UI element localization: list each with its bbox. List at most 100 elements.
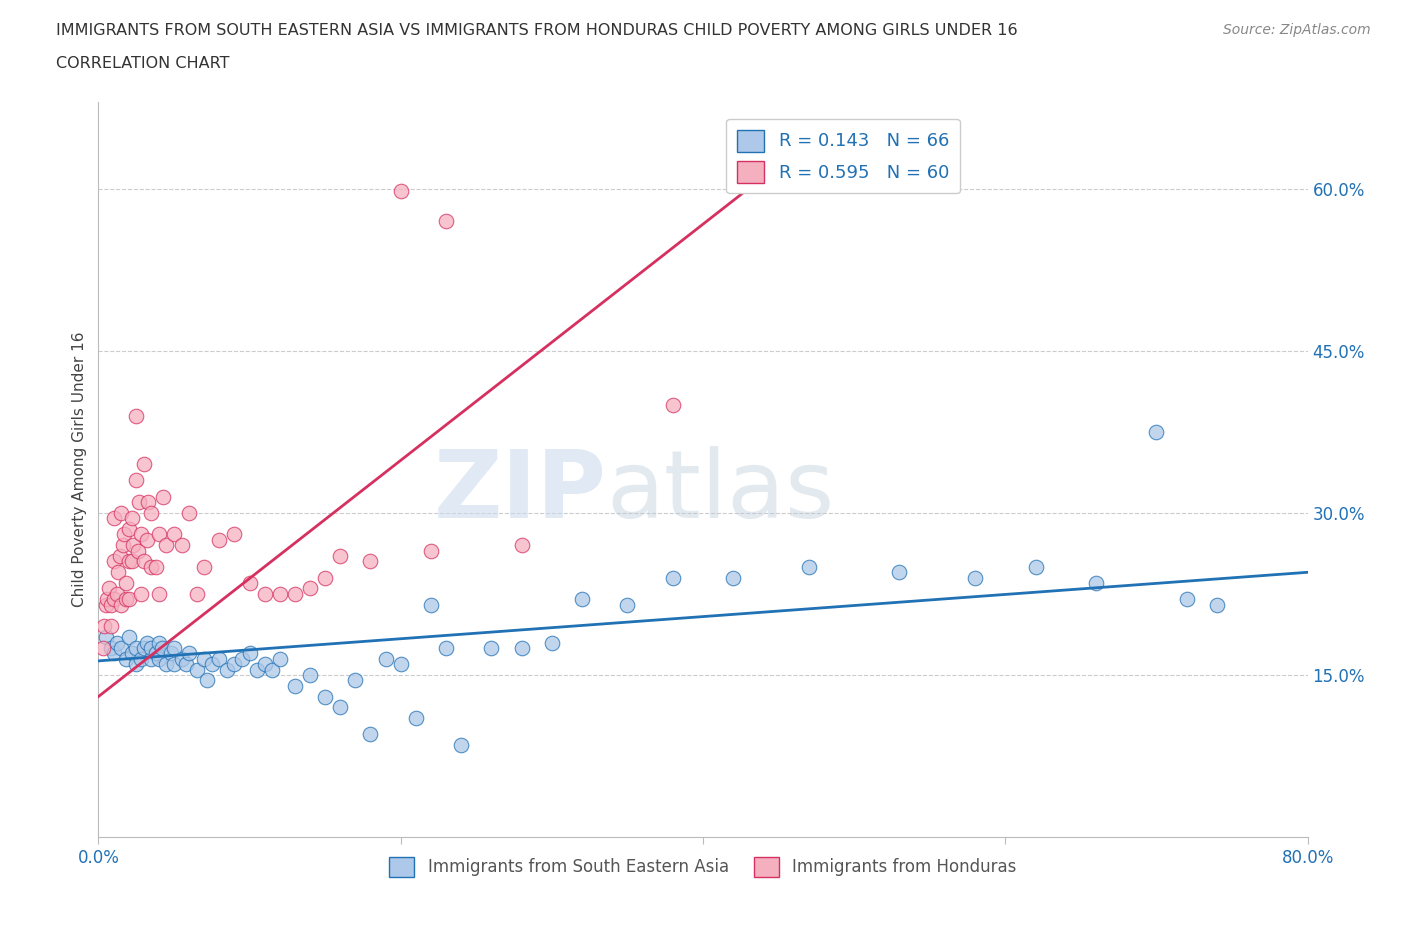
Point: [100, 641, 122, 656]
Point: [170, 538, 193, 552]
Point: [540, 635, 562, 650]
Point: [571, 591, 593, 606]
Point: [360, 727, 382, 742]
Point: [253, 587, 276, 602]
Point: [224, 657, 246, 671]
Point: [163, 657, 186, 671]
Point: [389, 183, 412, 198]
Point: [208, 533, 231, 548]
Point: [797, 560, 820, 575]
Point: [179, 646, 201, 661]
Point: [193, 560, 215, 575]
Point: [360, 554, 382, 569]
Point: [405, 711, 427, 725]
Point: [132, 641, 155, 656]
Point: [136, 495, 159, 510]
Point: [155, 538, 177, 552]
Point: [107, 565, 129, 579]
Point: [246, 662, 269, 677]
Point: [94, 630, 117, 644]
Point: [314, 689, 336, 704]
Point: [299, 581, 322, 596]
Point: [152, 489, 174, 504]
Point: [128, 495, 150, 510]
Point: [195, 673, 218, 688]
Point: [262, 662, 284, 677]
Point: [269, 651, 291, 666]
Point: [434, 214, 457, 229]
Point: [186, 587, 208, 602]
Point: [965, 570, 987, 585]
Point: [284, 678, 307, 693]
Point: [129, 527, 152, 542]
Point: [127, 543, 149, 558]
Point: [481, 641, 503, 656]
Legend: Immigrants from South Eastern Asia, Immigrants from Honduras: Immigrants from South Eastern Asia, Immi…: [382, 850, 1024, 883]
Point: [148, 527, 170, 542]
Point: [344, 673, 367, 688]
Point: [94, 597, 117, 612]
Point: [114, 591, 136, 606]
Point: [118, 522, 141, 537]
Point: [1085, 576, 1108, 591]
Point: [121, 646, 143, 661]
Point: [145, 560, 167, 575]
Point: [420, 597, 443, 612]
Point: [299, 668, 322, 683]
Y-axis label: Child Poverty Among Girls Under 16: Child Poverty Among Girls Under 16: [72, 332, 87, 607]
Point: [208, 651, 231, 666]
Point: [118, 591, 141, 606]
Point: [129, 651, 152, 666]
Point: [91, 641, 114, 656]
Point: [510, 641, 533, 656]
Point: [114, 576, 136, 591]
Point: [103, 591, 125, 606]
Point: [125, 657, 148, 671]
Point: [253, 657, 276, 671]
Point: [118, 630, 141, 644]
Point: [111, 538, 134, 552]
Text: IMMIGRANTS FROM SOUTH EASTERN ASIA VS IMMIGRANTS FROM HONDURAS CHILD POVERTY AMO: IMMIGRANTS FROM SOUTH EASTERN ASIA VS IM…: [56, 23, 1018, 38]
Point: [450, 737, 472, 752]
Point: [186, 662, 208, 677]
Point: [215, 662, 238, 677]
Point: [132, 554, 155, 569]
Point: [141, 651, 163, 666]
Point: [163, 641, 186, 656]
Point: [389, 657, 412, 671]
Point: [284, 587, 307, 602]
Point: [114, 651, 136, 666]
Point: [201, 657, 224, 671]
Point: [148, 651, 170, 666]
Point: [329, 700, 352, 715]
Point: [103, 646, 125, 661]
Text: Source: ZipAtlas.com: Source: ZipAtlas.com: [1223, 23, 1371, 37]
Point: [100, 618, 122, 633]
Point: [105, 635, 128, 650]
Point: [141, 641, 163, 656]
Point: [374, 651, 396, 666]
Point: [889, 565, 911, 579]
Point: [434, 641, 457, 656]
Point: [723, 570, 745, 585]
Point: [145, 646, 167, 661]
Point: [510, 538, 533, 552]
Point: [112, 527, 135, 542]
Point: [170, 651, 193, 666]
Point: [125, 408, 148, 423]
Point: [231, 651, 253, 666]
Point: [160, 646, 183, 661]
Point: [150, 641, 173, 656]
Point: [1024, 560, 1046, 575]
Point: [132, 457, 155, 472]
Point: [93, 618, 115, 633]
Point: [129, 587, 152, 602]
Point: [121, 554, 143, 569]
Point: [110, 597, 132, 612]
Point: [100, 597, 122, 612]
Point: [1144, 424, 1167, 439]
Point: [118, 554, 141, 569]
Point: [239, 646, 262, 661]
Point: [155, 657, 177, 671]
Point: [103, 511, 125, 525]
